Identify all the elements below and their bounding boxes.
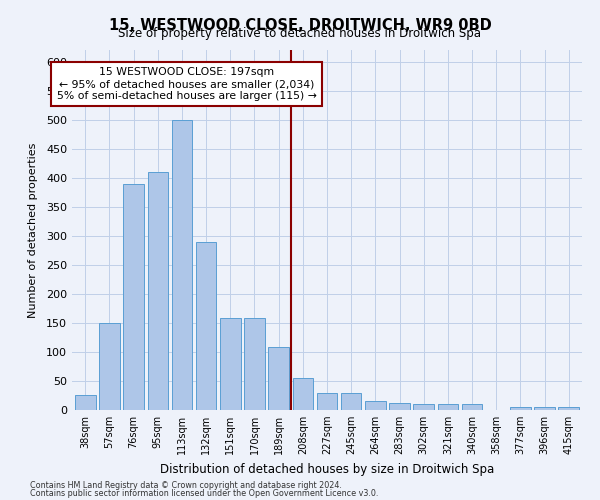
Bar: [389, 403, 410, 410]
Bar: [293, 378, 313, 410]
Bar: [124, 184, 144, 410]
Bar: [341, 392, 361, 410]
Text: Contains public sector information licensed under the Open Government Licence v3: Contains public sector information licen…: [30, 489, 379, 498]
Bar: [462, 404, 482, 410]
Bar: [510, 407, 530, 410]
Y-axis label: Number of detached properties: Number of detached properties: [28, 142, 38, 318]
Bar: [244, 318, 265, 410]
Bar: [559, 407, 579, 410]
Bar: [75, 396, 95, 410]
Bar: [317, 392, 337, 410]
Bar: [268, 348, 289, 410]
Bar: [172, 120, 192, 410]
Bar: [220, 318, 241, 410]
Bar: [413, 404, 434, 410]
Bar: [437, 404, 458, 410]
Text: 15 WESTWOOD CLOSE: 197sqm
← 95% of detached houses are smaller (2,034)
5% of sem: 15 WESTWOOD CLOSE: 197sqm ← 95% of detac…: [57, 68, 317, 100]
Text: 15, WESTWOOD CLOSE, DROITWICH, WR9 0BD: 15, WESTWOOD CLOSE, DROITWICH, WR9 0BD: [109, 18, 491, 32]
Bar: [534, 406, 555, 410]
Text: Contains HM Land Registry data © Crown copyright and database right 2024.: Contains HM Land Registry data © Crown c…: [30, 480, 342, 490]
Bar: [99, 323, 120, 410]
Bar: [196, 242, 217, 410]
X-axis label: Distribution of detached houses by size in Droitwich Spa: Distribution of detached houses by size …: [160, 462, 494, 475]
Bar: [365, 402, 386, 410]
Text: Size of property relative to detached houses in Droitwich Spa: Size of property relative to detached ho…: [119, 28, 482, 40]
Bar: [148, 172, 168, 410]
